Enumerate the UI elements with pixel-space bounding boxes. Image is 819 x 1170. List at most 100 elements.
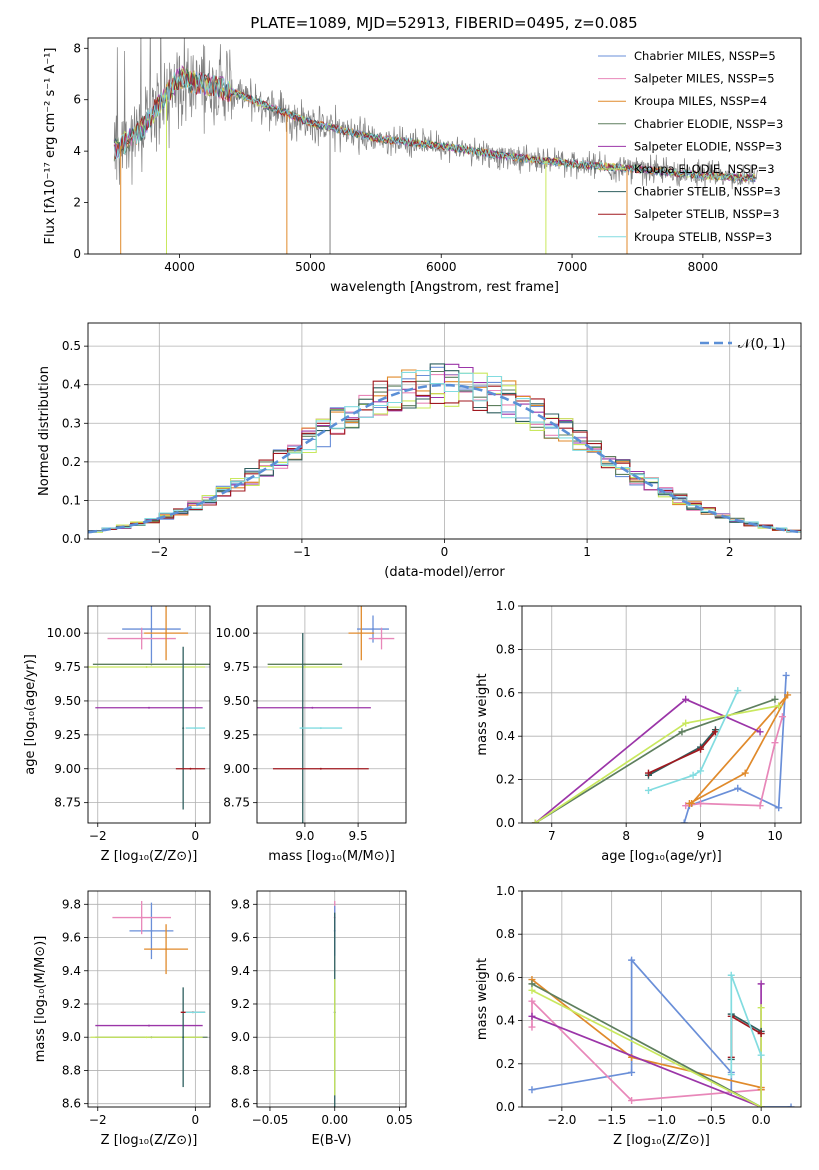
y-tick-label: 0.4 <box>496 1014 515 1028</box>
weight-line <box>648 731 717 774</box>
model-spectrum-line <box>113 72 756 182</box>
x-tick-label: −2.0 <box>547 1113 576 1127</box>
y-tick-label: 9.50 <box>223 694 250 708</box>
plus-marker <box>756 802 764 810</box>
plus-marker <box>727 1071 735 1079</box>
x-tick-label: 9.5 <box>349 829 368 843</box>
plus-marker <box>771 695 779 703</box>
data-point <box>182 1036 185 1039</box>
y-tick-label: 8 <box>73 41 81 55</box>
plus-marker <box>528 1086 536 1094</box>
plus-marker <box>628 1068 636 1076</box>
plus-marker <box>697 799 705 807</box>
panel-0: 4000 5000 6000 7000 8000 0 2 4 6 8 wavelength [Ang… <box>43 41 718 295</box>
data-point <box>145 1036 148 1039</box>
x-tick-label: 0.00 <box>321 1113 348 1127</box>
x-tick-label: −0.5 <box>697 1113 726 1127</box>
y-tick-label: 8.8 <box>231 1063 250 1077</box>
x-axis-label: mass [log₁₀(M/M⊙)] <box>268 849 395 864</box>
panel-6: −0.05 0.00 0.05 8.6 8.8 9.0 9.2 9.4 9.6 9.8 E(B-V) <box>231 891 413 1148</box>
plot-frame <box>87 890 211 1108</box>
y-tick-label: 8.8 <box>62 1063 81 1077</box>
plus-marker <box>757 1051 765 1059</box>
legend-label: Kroupa STELIB, NSSP=3 <box>634 230 772 244</box>
plus-marker <box>688 799 696 807</box>
y-tick-label: 0.0 <box>496 816 515 830</box>
data-point <box>150 929 153 932</box>
x-axis-label: wavelength [Angstrom, rest frame] <box>330 280 559 295</box>
legend-label: Chabrier MILES, NSSP=5 <box>634 49 776 63</box>
x-tick-label: 0.05 <box>386 1113 413 1127</box>
plus-marker <box>528 980 536 988</box>
panel-4: 7 8 9 10 0.0 0.2 0.4 0.6 0.8 1.0 age [log₁₀(age/yr… <box>475 599 801 864</box>
plus-marker <box>787 1103 795 1107</box>
data-point <box>165 632 168 635</box>
panel-3: 9.0 9.5 8.75 9.00 9.25 9.50 9.75 10.00 mass [log… <box>216 606 406 864</box>
plus-marker <box>741 769 749 777</box>
x-tick-label: 0 <box>192 1113 200 1127</box>
y-tick-label: 0.6 <box>496 686 515 700</box>
y-tick-label: 8.6 <box>231 1097 250 1111</box>
errorbar-points <box>333 900 336 1107</box>
panel-5: −2 0 8.6 8.8 9.0 9.2 9.4 9.6 9.8 Z [log₁₀(Z/Z⊙)] m… <box>33 891 210 1148</box>
legend-label: Chabrier STELIB, NSSP=3 <box>634 185 781 199</box>
errorbar-points <box>90 900 208 1088</box>
y-tick-label: 10.00 <box>47 626 81 640</box>
weight-line <box>531 983 762 1107</box>
y-tick-label: 9.25 <box>223 728 250 742</box>
y-axis-label: mass [log₁₀(M/M⊙)] <box>33 936 48 1063</box>
plus-marker <box>682 695 690 703</box>
y-tick-label: 0 <box>73 247 81 261</box>
y-tick-label: 8.75 <box>54 796 81 810</box>
plus-marker <box>528 997 536 1005</box>
plus-marker <box>682 802 690 810</box>
data-point <box>182 727 185 730</box>
y-tick-label: 4 <box>73 144 81 158</box>
legend-label: 𝒩(0, 1) <box>738 337 785 352</box>
plus-marker <box>528 1012 536 1020</box>
y-tick-label: 9.8 <box>62 897 81 911</box>
data-point <box>145 666 148 669</box>
x-tick-label: 9.0 <box>295 829 314 843</box>
data-point <box>319 767 322 770</box>
data-point <box>140 916 143 919</box>
y-tick-label: 9.6 <box>231 931 250 945</box>
errorbar-points <box>88 606 210 810</box>
y-tick-label: 9.2 <box>62 997 81 1011</box>
plus-marker <box>757 1103 765 1107</box>
spectrum-lines <box>113 38 759 254</box>
weight-line <box>531 989 762 1107</box>
y-tick-label: 0.2 <box>496 773 515 787</box>
plus-marker <box>756 728 764 736</box>
plus-marker <box>734 687 742 695</box>
x-tick-label: 6000 <box>426 260 457 274</box>
plus-marker <box>775 804 783 812</box>
legend-label: Kroupa MILES, NSSP=4 <box>634 94 767 108</box>
y-tick-label: 9.0 <box>231 1030 250 1044</box>
plus-marker <box>689 771 697 779</box>
y-tick-label: 9.0 <box>62 1030 81 1044</box>
panel-2: −2 0 8.75 9.00 9.25 9.50 9.75 10.00 Z [log₁₀(Z/Z… <box>23 606 210 864</box>
x-axis-label: Z [log₁₀(Z/Z⊙)] <box>101 849 198 864</box>
plus-marker <box>528 986 536 994</box>
plus-marker <box>531 819 539 823</box>
y-tick-label: 9.4 <box>231 964 250 978</box>
data-point <box>165 948 168 951</box>
weight-series <box>531 671 792 823</box>
weight-line <box>531 999 762 1102</box>
y-tick-label: 8.6 <box>62 1097 81 1111</box>
histogram-step-line <box>88 370 801 532</box>
x-axis-label: age [log₁₀(age/yr)] <box>601 849 722 864</box>
y-tick-label: 6 <box>73 93 81 107</box>
plus-marker <box>757 1004 765 1012</box>
y-tick-label: 9.4 <box>62 964 81 978</box>
y-tick-label: 8.75 <box>223 796 250 810</box>
y-tick-label: 9.00 <box>54 762 81 776</box>
plus-marker <box>644 769 652 777</box>
x-tick-label: 8000 <box>688 260 719 274</box>
y-tick-label: 0.2 <box>496 1057 515 1071</box>
plus-marker <box>757 980 765 988</box>
data-point <box>311 706 314 709</box>
weight-line <box>648 690 739 792</box>
legend-label: Salpeter MILES, NSSP=5 <box>634 72 775 86</box>
